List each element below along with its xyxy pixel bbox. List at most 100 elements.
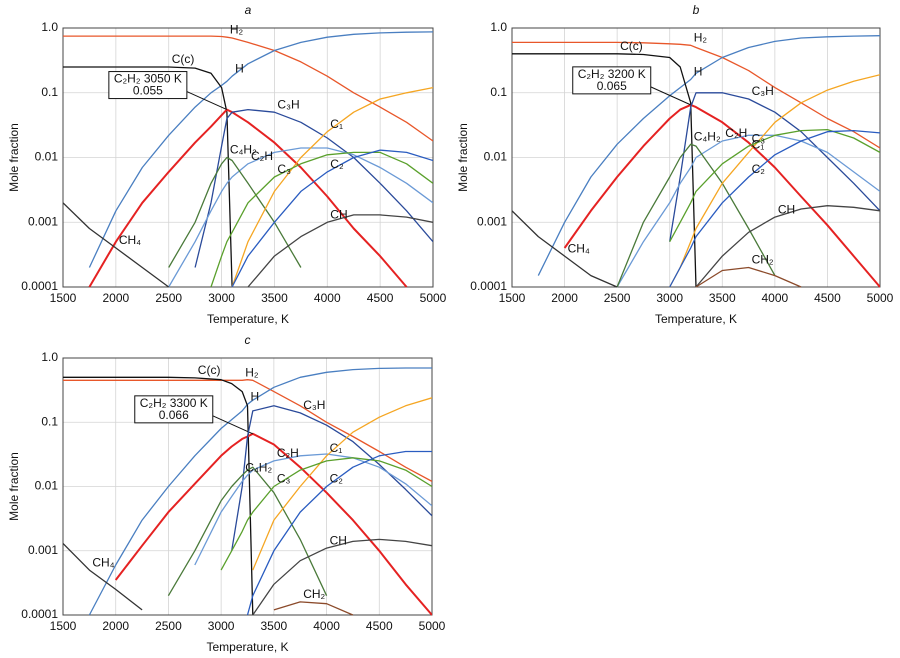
x-tick-label: 1500 <box>50 619 77 633</box>
series-label: C(c) <box>198 363 221 377</box>
x-tick-label: 5000 <box>420 291 447 305</box>
x-tick-label: 4000 <box>314 291 341 305</box>
x-tick-label: 3000 <box>208 619 235 633</box>
series-label: CH₄ <box>92 555 114 569</box>
series-label: C₄H₂ <box>245 460 272 474</box>
series-label: H <box>235 61 244 75</box>
series-line <box>273 601 354 616</box>
x-tick-label: 1500 <box>499 291 526 305</box>
series-label: CH₄ <box>119 233 141 247</box>
y-axis-label: Mole fraction <box>456 123 470 192</box>
x-tick-label: 5000 <box>867 291 894 305</box>
series-label: C₂ <box>330 472 344 486</box>
y-tick-label: 0.1 <box>41 414 58 428</box>
x-tick-label: 3500 <box>261 291 288 305</box>
series-label: CH <box>330 207 347 221</box>
annotation-value: 0.066 <box>159 408 189 422</box>
series-line <box>63 202 170 288</box>
series-label: C₃ <box>752 131 766 145</box>
annotation-label: C₂H₂ 3300 K <box>140 396 208 410</box>
series-line <box>231 86 433 288</box>
series-label: C₄H₂ <box>694 129 721 143</box>
series-line <box>167 466 328 597</box>
series-line <box>88 108 408 288</box>
y-tick-label: 0.001 <box>477 214 507 228</box>
chart-panel: b 0.0001 0.001 0.01 0.1 1.0 1500 2000 2500 3000 35… <box>456 3 893 326</box>
y-tick-label: 0.01 <box>35 479 59 493</box>
series-label: H₂ <box>245 365 259 379</box>
y-tick-label: 0.001 <box>28 214 58 228</box>
x-axis-label: Temperature, K <box>207 312 289 326</box>
series-label: CH₂ <box>303 587 325 601</box>
series-line <box>63 66 233 288</box>
x-tick-label: 2500 <box>155 619 182 633</box>
series-line <box>252 397 432 571</box>
annotation-leader <box>212 415 253 435</box>
annotation-box <box>108 71 188 100</box>
x-tick-label: 4500 <box>366 619 393 633</box>
series-label: C₂ <box>752 162 766 176</box>
chart-title: c <box>245 333 251 347</box>
series-label: C₃H <box>277 97 299 111</box>
y-tick-label: 0.01 <box>35 150 59 164</box>
annotation-leader <box>650 86 691 106</box>
x-tick-label: 3000 <box>208 291 235 305</box>
x-tick-label: 3500 <box>261 619 288 633</box>
y-tick-label: 1.0 <box>41 350 58 364</box>
series-label: C(c) <box>172 52 195 66</box>
series-line <box>194 108 433 268</box>
series-line <box>616 134 880 288</box>
series-line <box>246 450 432 616</box>
series-label: C₂H <box>725 126 747 140</box>
series-line <box>563 103 880 288</box>
x-tick-label: 1500 <box>50 291 77 305</box>
y-tick-label: 0.1 <box>490 85 507 99</box>
series-line <box>669 92 880 242</box>
series-line <box>63 542 143 611</box>
series-line <box>63 35 433 142</box>
series-label: H₂ <box>694 30 708 44</box>
x-tick-label: 2000 <box>103 291 130 305</box>
chart-panel: a 0.0001 0.001 0.01 0.1 1.0 1500 2000 2500 3000 35… <box>7 3 446 326</box>
y-tick-label: 0.0001 <box>470 279 507 293</box>
series-label: C₂H <box>251 149 273 163</box>
y-tick-label: 0.0001 <box>21 279 58 293</box>
series-label: H <box>251 390 260 404</box>
x-axis-label: Temperature, K <box>655 312 737 326</box>
series-line <box>695 266 802 288</box>
series-line <box>63 376 254 616</box>
y-tick-label: 1.0 <box>490 20 507 34</box>
chart-title: a <box>245 3 252 17</box>
series-label: C₃H <box>303 398 325 412</box>
series-line <box>210 151 433 288</box>
series-line <box>695 205 880 288</box>
series-line <box>88 31 433 268</box>
x-tick-label: 2000 <box>551 291 578 305</box>
series-line <box>512 53 697 288</box>
series-label: H <box>694 65 703 79</box>
series-line <box>231 149 433 288</box>
series-line <box>512 210 618 288</box>
y-tick-label: 0.01 <box>484 150 508 164</box>
annotation-box <box>134 395 214 424</box>
annotation-box <box>572 66 652 95</box>
x-tick-label: 4000 <box>762 291 789 305</box>
series-line <box>669 128 880 243</box>
series-line <box>616 143 776 288</box>
y-axis-label: Mole fraction <box>7 123 21 192</box>
series-label: CH <box>778 202 795 216</box>
x-tick-label: 2500 <box>155 291 182 305</box>
series-label: H₂ <box>230 22 244 36</box>
series-label: CH₄ <box>568 241 590 255</box>
series-label: C₃ <box>277 472 291 486</box>
series-label: C₃ <box>277 162 291 176</box>
series-label: C₂H <box>277 446 299 460</box>
chart-panel: c 0.0001 0.001 0.01 0.1 1.0 1500 2000 2500 3000 35… <box>7 333 445 654</box>
annotation-value: 0.055 <box>133 84 163 98</box>
series-line <box>194 453 432 566</box>
chart-title: b <box>693 3 700 17</box>
x-tick-label: 3000 <box>656 291 683 305</box>
series-line <box>669 129 880 288</box>
x-tick-label: 3500 <box>709 291 736 305</box>
